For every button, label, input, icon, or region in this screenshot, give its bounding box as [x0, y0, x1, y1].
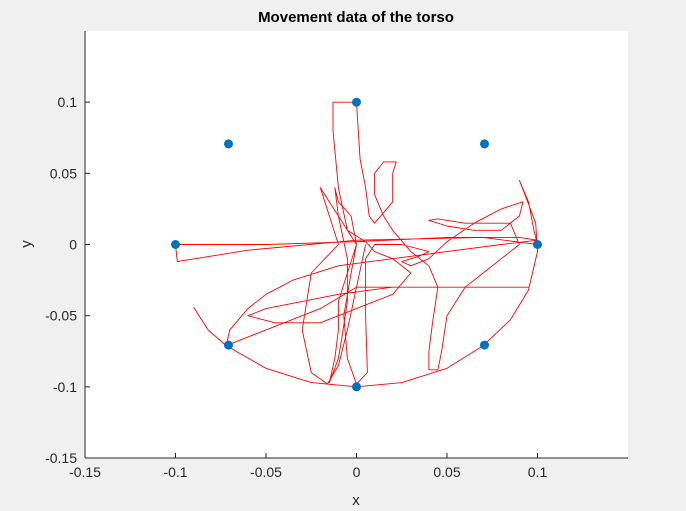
- x-tick-label: 0.05: [433, 464, 460, 480]
- y-tick-label: -0.1: [53, 379, 77, 395]
- y-tick-label: 0.05: [50, 165, 77, 181]
- chart-title: Movement data of the torso: [258, 9, 454, 26]
- y-axis-label: y: [18, 240, 35, 248]
- x-tick-label: -0.1: [163, 464, 187, 480]
- trajectory-line: [175, 101, 538, 388]
- trajectory-layer: [175, 101, 538, 388]
- data-point-3: [480, 340, 489, 350]
- x-axis-label: x: [352, 492, 360, 509]
- x-tick-label: -0.15: [69, 464, 101, 480]
- points-layer: [171, 97, 542, 392]
- data-point-7: [224, 139, 233, 149]
- data-point-2: [533, 240, 542, 249]
- y-tick-label: 0.1: [58, 94, 78, 110]
- axes-layer: -0.15 -0.1 -0.05 0 0.05 0.1 -0.15 -0.1 -0.05 0 0.0…: [45, 31, 628, 480]
- x-tick-label: 0.1: [528, 464, 548, 480]
- y-tick-label: -0.05: [45, 308, 77, 324]
- x-tick-label: -0.05: [250, 464, 282, 480]
- data-point-4: [352, 382, 361, 392]
- data-point-6: [171, 240, 180, 249]
- data-point-1: [480, 139, 489, 149]
- y-tick-label: -0.15: [45, 450, 77, 466]
- x-tick-label: 0: [353, 464, 361, 480]
- data-point-5: [224, 340, 233, 350]
- y-tick-label: 0: [69, 237, 77, 253]
- data-point-0: [352, 97, 361, 107]
